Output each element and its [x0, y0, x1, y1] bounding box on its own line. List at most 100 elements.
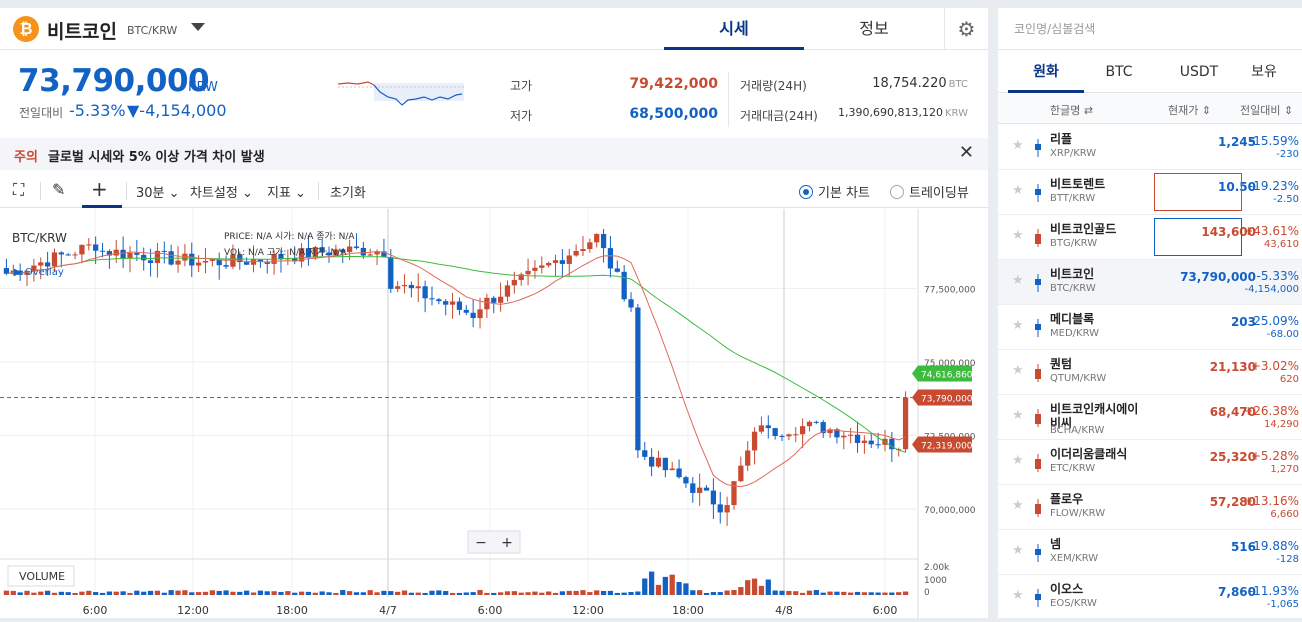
tab-price[interactable]: 시세: [664, 8, 804, 50]
star-icon[interactable]: ★: [1012, 363, 1024, 378]
market-row[interactable]: ★ 비트코인 BTC/KRW 73,790,000 -5.33% -4,154,000: [998, 260, 1302, 305]
ma-short-label-tag: [912, 436, 972, 453]
candle-body: [504, 285, 511, 297]
candle-body: [717, 504, 723, 513]
market-row[interactable]: ★ 비트토렌트 BTT/KRW 10.50 -19.23% -2.50: [998, 170, 1302, 215]
volume-bar: [230, 591, 236, 595]
candle-body: [367, 254, 373, 256]
fullscreen-icon[interactable]: ⛶: [13, 180, 25, 199]
market-row[interactable]: ★ 리플 XRP/KRW 1,245 -15.59% -230: [998, 125, 1302, 170]
crosshair-icon[interactable]: +: [91, 177, 108, 201]
low-value: 68,500,000: [629, 106, 718, 122]
volume-bar: [751, 578, 758, 595]
star-icon[interactable]: ★: [1012, 138, 1024, 153]
volume-bar: [738, 587, 744, 595]
candle-body: [250, 259, 257, 265]
volume-bar: [113, 591, 119, 595]
pencil-icon[interactable]: ✎: [52, 180, 66, 199]
volume-bar: [374, 592, 380, 595]
market-row[interactable]: ★ 메디블록 MED/KRW 203 -25.09% -68.00: [998, 305, 1302, 350]
candle-body: [546, 262, 552, 266]
gear-icon[interactable]: ⚙: [944, 8, 988, 50]
market-column-header: 한글명 ⇄ 현재가 ⇕ 전일대비 ⇕: [998, 94, 1302, 124]
star-icon[interactable]: ★: [1012, 453, 1024, 468]
candle-body: [237, 254, 243, 263]
star-icon[interactable]: ★: [1012, 228, 1024, 243]
volume-bar: [278, 591, 284, 595]
star-icon[interactable]: ★: [1012, 498, 1024, 513]
volume-bar: [189, 592, 195, 595]
close-icon[interactable]: ✕: [958, 142, 974, 163]
volume-bar: [24, 590, 30, 595]
candle-body: [848, 434, 854, 436]
chevron-down-icon[interactable]: [191, 23, 205, 31]
candle-body: [470, 312, 476, 319]
volume-bar: [388, 591, 394, 595]
tab-btc[interactable]: BTC: [1105, 64, 1133, 80]
candle-body: [415, 286, 421, 289]
candle-body: [72, 254, 78, 256]
market-row[interactable]: ★ 비트코인캐시에이비씨 BCHA/KRW 68,470 +26.38% 14,290: [998, 395, 1302, 440]
volume-bar: [484, 592, 490, 595]
candle-body: [484, 297, 490, 310]
tab-holdings[interactable]: 보유: [1251, 64, 1277, 80]
market-row[interactable]: ★ 퀀텀 QTUM/KRW 21,130 +3.02% 620: [998, 350, 1302, 395]
star-icon[interactable]: ★: [1012, 588, 1024, 603]
volume-bar: [340, 590, 346, 595]
candle-body: [175, 260, 181, 265]
market-row[interactable]: ★ 넴 XEM/KRW 516 -19.88% -128: [998, 530, 1302, 575]
indicators-menu[interactable]: 지표 ⌄: [267, 186, 306, 201]
market-row[interactable]: ★ 플로우 FLOW/KRW 57,280 +13.16% 6,660: [998, 485, 1302, 530]
coin-search-input[interactable]: 코인명/심볼검색: [998, 8, 1302, 50]
candle-body: [868, 440, 874, 445]
candle-body: [703, 487, 710, 491]
star-icon[interactable]: ★: [1012, 408, 1024, 423]
basic-chart-radio[interactable]: 기본 차트: [799, 182, 870, 201]
interval-select[interactable]: 30분 ⌄: [136, 186, 180, 201]
price-chart[interactable]: 77,500,00075,000,00072,500,00070,000,000…: [0, 209, 988, 618]
market-row[interactable]: ★ 비트코인골드 BTG/KRW 143,600 +43.61% 43,610: [998, 215, 1302, 260]
volume-bar: [120, 591, 126, 595]
y-tick-label: 70,000,000: [924, 506, 976, 516]
tab-usdt[interactable]: USDT: [1179, 64, 1219, 80]
volume-bar: [353, 592, 360, 595]
candle-body: [511, 279, 517, 286]
tab-krw[interactable]: 원화: [1008, 51, 1084, 93]
col-change-sort[interactable]: 전일대비 ⇕: [1240, 104, 1294, 117]
coin-name[interactable]: 비트코인: [47, 21, 117, 43]
star-icon[interactable]: ★: [1012, 318, 1024, 333]
candle-body: [216, 259, 222, 266]
candle-body: [793, 434, 799, 436]
col-name-sort[interactable]: 한글명 ⇄: [1050, 104, 1094, 117]
volume-bar: [99, 592, 106, 595]
volume-bar: [518, 592, 524, 595]
star-icon[interactable]: ★: [1012, 543, 1024, 558]
market-row[interactable]: ★ 이오스 EOS/KRW 7,860 -11.93% -1,065: [998, 575, 1302, 620]
star-icon[interactable]: ★: [1012, 183, 1024, 198]
candle-body: [889, 438, 895, 450]
coin-change-rate: +5.28%: [1250, 449, 1299, 463]
coin-price: 68,470: [1209, 405, 1256, 419]
candle-body: [813, 421, 819, 423]
reset-button[interactable]: 초기화: [330, 186, 366, 201]
candle-body: [518, 274, 524, 280]
change-label: 전일대비: [19, 106, 64, 120]
coin-name: 넴: [1050, 537, 1062, 551]
volume-bar: [257, 590, 264, 595]
tab-info[interactable]: 정보: [859, 19, 889, 38]
candle-body: [312, 247, 318, 258]
market-row[interactable]: ★ 이더리움클래식 ETC/KRW 25,320 +5.28% 1,270: [998, 440, 1302, 485]
volume-bar: [223, 590, 229, 595]
star-icon[interactable]: ★: [1012, 273, 1024, 288]
tradingview-radio[interactable]: 트레이딩뷰: [890, 182, 969, 201]
candle-body: [463, 309, 469, 313]
volume-bar: [642, 578, 648, 595]
info-price: PRICE: N/A 시가: N/A 종가: N/A: [224, 231, 355, 242]
chart-settings-menu[interactable]: 차트설정 ⌄: [190, 186, 253, 201]
candlestick-chart-svg[interactable]: 77,500,00075,000,00072,500,00070,000,000…: [0, 209, 988, 618]
col-price-sort[interactable]: 현재가 ⇕: [1168, 104, 1212, 117]
coin-change-rate: -11.93%: [1248, 584, 1299, 598]
high-value: 79,422,000: [629, 76, 718, 92]
volume-bar: [65, 592, 71, 595]
x-tick-label: 6:00: [873, 604, 898, 617]
